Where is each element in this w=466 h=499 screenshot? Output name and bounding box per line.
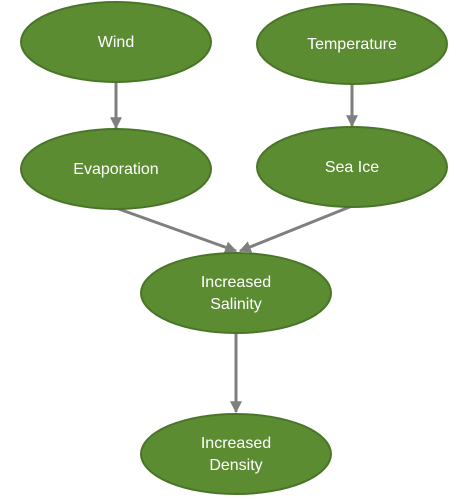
node-increased-salinity: Increased Salinity [140, 252, 332, 334]
node-wind: Wind [20, 1, 212, 83]
node-increased-density-shape [140, 413, 332, 495]
edge-sea-ice-to-salinity [238, 204, 353, 253]
node-increased-density-label-line1: Increased [201, 435, 271, 452]
node-increased-salinity-shape [140, 252, 332, 334]
node-evaporation-shape [20, 128, 212, 210]
edges [110, 82, 358, 414]
node-sea-ice-shape [256, 126, 448, 208]
node-increased-salinity-label-line2: Salinity [210, 296, 262, 313]
node-sea-ice: Sea Ice [256, 126, 448, 208]
node-sea-ice-label: Sea Ice [325, 159, 379, 176]
node-temperature-label: Temperature [307, 36, 397, 53]
node-evaporation-label: Evaporation [73, 161, 158, 178]
node-temperature: Temperature [256, 3, 448, 85]
node-increased-density-label-line2: Density [209, 457, 262, 474]
node-temperature-shape [256, 3, 448, 85]
edge-evaporation-to-salinity [115, 206, 238, 254]
node-increased-salinity-label-line1: Increased [201, 274, 271, 291]
node-wind-label: Wind [98, 34, 134, 51]
node-increased-density: Increased Density [140, 413, 332, 495]
node-evaporation: Evaporation [20, 128, 212, 210]
node-wind-shape [20, 1, 212, 83]
